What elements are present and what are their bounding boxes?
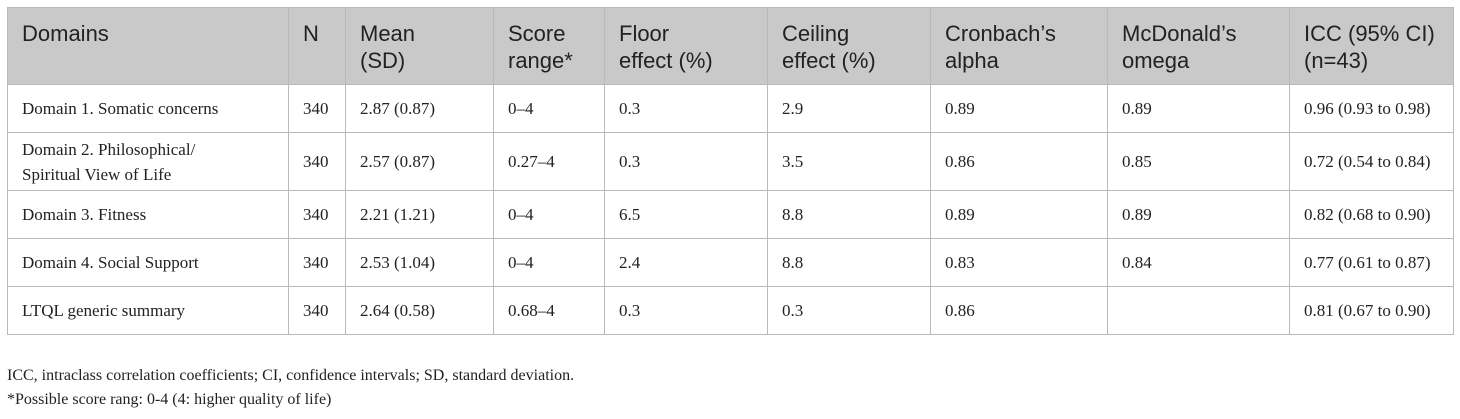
cell-alpha: 0.89 — [930, 190, 1108, 239]
cell-mean: 2.64 (0.58) — [345, 286, 494, 335]
header-mcdonald-omega: McDonald’s omega — [1107, 7, 1290, 85]
header-mcdonald-line2: omega — [1122, 48, 1190, 73]
header-n-line1: N — [303, 21, 319, 46]
table-row: Domain 4. Social Support 340 2.53 (1.04)… — [7, 238, 1454, 287]
cell-alpha: 0.86 — [930, 286, 1108, 335]
cell-floor: 0.3 — [604, 286, 768, 335]
header-cronbach-alpha: Cronbach’s alpha — [930, 7, 1108, 85]
cell-omega: 0.89 — [1107, 84, 1290, 133]
cell-ceiling: 3.5 — [767, 132, 931, 191]
header-ceiling-effect: Ceiling effect (%) — [767, 7, 931, 85]
abbreviations-note: ICC, intraclass correlation coefficients… — [7, 367, 575, 384]
cell-omega: 0.85 — [1107, 132, 1290, 191]
header-row: Domains N Mean (SD) Score range* Floor e… — [7, 7, 1454, 85]
cell-omega — [1107, 286, 1290, 335]
cell-mean: 2.21 (1.21) — [345, 190, 494, 239]
cell-range: 0.68–4 — [493, 286, 605, 335]
cell-alpha: 0.83 — [930, 238, 1108, 287]
header-ceiling-line2: effect (%) — [782, 48, 876, 73]
cell-domain-text-line1: Domain 2. Philosophical/ — [22, 139, 196, 159]
cell-floor: 2.4 — [604, 238, 768, 287]
cell-n: 340 — [288, 190, 346, 239]
cell-alpha: 0.89 — [930, 84, 1108, 133]
header-icc-line2: (n=43) — [1304, 48, 1369, 73]
header-score-range-line1: Score — [508, 21, 566, 46]
cell-n: 340 — [288, 286, 346, 335]
header-domains-line1: Domains — [22, 21, 109, 46]
cell-domain-text: Domain 3. Fitness — [22, 205, 147, 224]
header-mean-line1: Mean — [360, 21, 416, 46]
cell-mean: 2.53 (1.04) — [345, 238, 494, 287]
header-mcdonald-line1: McDonald’s — [1122, 21, 1237, 46]
cell-domain: LTQL generic summary — [7, 286, 289, 335]
cell-domain: Domain 3. Fitness — [7, 190, 289, 239]
cell-icc: 0.82 (0.68 to 0.90) — [1289, 190, 1454, 239]
cell-icc: 0.96 (0.93 to 0.98) — [1289, 84, 1454, 133]
cell-omega: 0.89 — [1107, 190, 1290, 239]
cell-domain: Domain 2. Philosophical/ Spiritual View … — [7, 132, 289, 191]
header-icc-line1: ICC (95% CI) — [1304, 21, 1435, 46]
cell-mean: 2.57 (0.87) — [345, 132, 494, 191]
cell-floor: 0.3 — [604, 84, 768, 133]
cell-floor: 0.3 — [604, 132, 768, 191]
header-mean: Mean (SD) — [345, 7, 494, 85]
table-container: Domains N Mean (SD) Score range* Floor e… — [7, 7, 1454, 335]
header-score-range: Score range* — [493, 7, 605, 85]
cell-icc: 0.72 (0.54 to 0.84) — [1289, 132, 1454, 191]
header-ceiling-line1: Ceiling — [782, 21, 850, 46]
table-header: Domains N Mean (SD) Score range* Floor e… — [7, 7, 1454, 85]
header-floor-line1: Floor — [619, 21, 670, 46]
header-floor-effect: Floor effect (%) — [604, 7, 768, 85]
cell-ceiling: 8.8 — [767, 238, 931, 287]
score-range-footnote: *Possible score rang: 0-4 (4: higher qua… — [7, 391, 332, 408]
cell-floor: 6.5 — [604, 190, 768, 239]
table-row: Domain 3. Fitness 340 2.21 (1.21) 0–4 6.… — [7, 190, 1454, 239]
cell-n: 340 — [288, 132, 346, 191]
header-floor-line2: effect (%) — [619, 48, 713, 73]
table-row: Domain 1. Somatic concerns 340 2.87 (0.8… — [7, 84, 1454, 133]
header-cronbach-line1: Cronbach’s — [945, 21, 1056, 46]
cell-icc: 0.81 (0.67 to 0.90) — [1289, 286, 1454, 335]
cell-omega: 0.84 — [1107, 238, 1290, 287]
psychometric-table: Domains N Mean (SD) Score range* Floor e… — [7, 7, 1454, 335]
cell-ceiling: 8.8 — [767, 190, 931, 239]
header-score-range-line2: range* — [508, 48, 573, 73]
table-body: Domain 1. Somatic concerns 340 2.87 (0.8… — [7, 84, 1454, 335]
cell-range: 0–4 — [493, 238, 605, 287]
cell-range: 0–4 — [493, 190, 605, 239]
cell-domain: Domain 1. Somatic concerns — [7, 84, 289, 133]
header-domains: Domains — [7, 7, 289, 85]
cell-domain-text: Domain 1. Somatic concerns — [22, 99, 219, 118]
header-icc: ICC (95% CI) (n=43) — [1289, 7, 1454, 85]
header-n: N — [288, 7, 346, 85]
header-mean-line2: (SD) — [360, 48, 406, 73]
cell-range: 0.27–4 — [493, 132, 605, 191]
cell-domain-text-line2: Spiritual View of Life — [22, 164, 172, 184]
table-row: Domain 2. Philosophical/ Spiritual View … — [7, 132, 1454, 191]
cell-icc: 0.77 (0.61 to 0.87) — [1289, 238, 1454, 287]
cell-n: 340 — [288, 238, 346, 287]
cell-domain-text: LTQL generic summary — [22, 301, 186, 320]
cell-range: 0–4 — [493, 84, 605, 133]
table-row: LTQL generic summary 340 2.64 (0.58) 0.6… — [7, 286, 1454, 335]
header-cronbach-line2: alpha — [945, 48, 999, 73]
cell-domain: Domain 4. Social Support — [7, 238, 289, 287]
table-notes: ICC, intraclass correlation coefficients… — [7, 364, 574, 412]
cell-alpha: 0.86 — [930, 132, 1108, 191]
cell-mean: 2.87 (0.87) — [345, 84, 494, 133]
cell-n: 340 — [288, 84, 346, 133]
cell-ceiling: 0.3 — [767, 286, 931, 335]
cell-domain-text: Domain 4. Social Support — [22, 253, 199, 272]
cell-ceiling: 2.9 — [767, 84, 931, 133]
